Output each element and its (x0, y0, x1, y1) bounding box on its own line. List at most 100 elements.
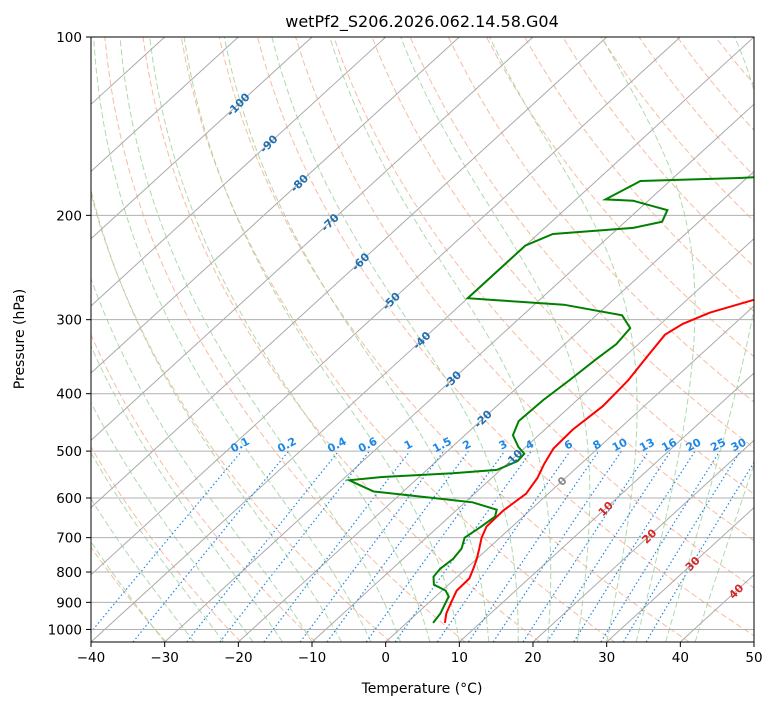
mixing-ratio-line (132, 450, 290, 642)
x-tick-label: 50 (745, 650, 762, 666)
dry-adiabat (218, 37, 690, 642)
x-tick-label: −40 (77, 650, 106, 666)
plot-area (91, 37, 754, 642)
y-tick-label: 800 (56, 565, 82, 581)
x-tick-label: 30 (598, 650, 615, 666)
isotherm-line (237, 170, 754, 642)
y-tick-label: 400 (56, 387, 82, 403)
mixing-ratio-label: 3 (497, 437, 510, 452)
dry-adiabat (409, 37, 754, 449)
mixing-ratio-line (600, 450, 721, 642)
dry-adiabat (753, 37, 754, 39)
dry-adiabat (91, 546, 167, 642)
moist-adiabat (694, 462, 754, 642)
moist-adiabat (91, 401, 254, 642)
dry-adiabat (447, 37, 754, 403)
isotherm-line (91, 37, 754, 642)
mixing-ratio-label: 2 (460, 437, 473, 452)
dry-adiabat (91, 445, 242, 642)
isotherm-line (532, 439, 754, 642)
y-tick-label: 200 (56, 208, 82, 224)
dry-adiabat (91, 192, 391, 642)
isotherm-line (385, 305, 754, 642)
x-tick-label: −20 (224, 650, 253, 666)
line-labels: 0.1 0.2 0.4 0.6 1 1.5 2 3 4 6 8 10 13 16 20 25 30-100-90… (224, 90, 749, 601)
isotherm-line (91, 37, 460, 374)
mixing-ratio-line (299, 450, 445, 642)
y-tick-label: 500 (56, 444, 82, 460)
mixing-ratio-label: 25 (708, 436, 728, 455)
y-tick-label: 600 (56, 491, 82, 507)
mixing-ratio-label: 0.2 (275, 435, 298, 456)
isotherm-line (91, 37, 387, 307)
temperature-profile (443, 298, 754, 624)
dry-adiabat (104, 37, 466, 642)
isotherm-line (91, 37, 534, 442)
mixing-ratio-line (326, 450, 469, 642)
y-tick-label: 700 (56, 531, 82, 547)
dewpoint-profile (345, 176, 754, 624)
mixing-ratio-label: 1.5 (430, 435, 453, 456)
dry-adiabat (91, 333, 317, 642)
mixing-ratio-line (467, 450, 600, 642)
mixing-ratio-label: 10 (610, 435, 630, 454)
dry-adiabat (562, 37, 754, 267)
mixing-ratio-label: 30 (729, 436, 749, 455)
moist-adiabat (91, 188, 342, 642)
mixing-ratio-line (546, 450, 672, 642)
mixing-ratio-line (573, 450, 696, 642)
mixing-ratio-line (394, 450, 532, 642)
mixing-ratio-line (91, 450, 243, 633)
moist-adiabat (91, 452, 224, 642)
dry-adiabat (333, 37, 754, 542)
moist-adiabat (329, 37, 552, 642)
mixing-ratio-line (492, 450, 622, 642)
x-tick-label: 20 (524, 650, 541, 666)
y-tick-label: 1000 (48, 622, 82, 638)
moist-adiabat (93, 37, 372, 642)
mixing-ratio-line (622, 450, 741, 642)
isotherm-line (91, 37, 608, 509)
y-axis-label: Pressure (hPa) (12, 289, 28, 389)
dry-adiabat (180, 37, 615, 642)
isotherm-line (164, 103, 754, 642)
x-tick-label: 40 (672, 650, 689, 666)
moist-adiabat (91, 344, 283, 642)
moist-adiabat (119, 37, 401, 642)
x-tick-label: 10 (451, 650, 468, 666)
moist-adiabat (183, 37, 460, 642)
dry-adiabat (142, 37, 541, 642)
y-tick-label: 900 (56, 595, 82, 611)
mixing-ratio-label: 0.4 (325, 435, 349, 456)
mixing-ratio-label: 0.6 (356, 435, 380, 456)
plot-frame (90, 36, 755, 643)
isotherm-line (311, 237, 754, 642)
mixing-ratio-label: 1 (402, 437, 415, 452)
dry-adiabat (371, 37, 754, 495)
moist-adiabat (400, 37, 591, 642)
chart-title: wetPf2_S206.2026.062.14.58.G04 (285, 12, 559, 32)
moist-adiabat (489, 37, 638, 642)
mixing-ratio-label: 16 (659, 436, 679, 455)
mixing-ratio-line (186, 450, 340, 642)
isotherm-line (458, 372, 754, 642)
isotherm-line (753, 641, 754, 642)
mixing-ratio-label: 6 (562, 437, 575, 452)
isotherm-line (91, 37, 239, 173)
dry-adiabat (524, 37, 754, 313)
x-tick-label: −10 (298, 650, 327, 666)
mixing-ratio-line (522, 450, 650, 642)
y-tick-label: 300 (56, 313, 82, 329)
x-axis-label: Temperature (°C) (361, 681, 483, 697)
moist-adiabat (149, 37, 431, 642)
mixing-ratio-line (436, 450, 571, 642)
dry-adiabat (257, 37, 754, 637)
isotherm-line (606, 506, 754, 642)
mixing-ratio-line (365, 450, 506, 642)
x-tick-label: 0 (381, 650, 390, 666)
y-tick-label: 100 (56, 30, 82, 46)
mixing-ratio-label: 13 (637, 436, 657, 455)
moist-adiabat (91, 277, 313, 642)
mixing-ratio-line (263, 450, 411, 642)
